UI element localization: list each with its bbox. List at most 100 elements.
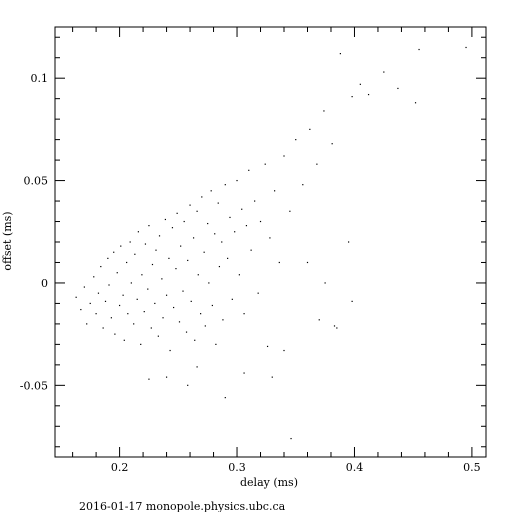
y-tick-label: 0 bbox=[41, 277, 48, 290]
data-point bbox=[318, 319, 320, 321]
data-point bbox=[259, 220, 262, 223]
data-point bbox=[122, 294, 124, 296]
data-point bbox=[107, 257, 109, 259]
data-point bbox=[229, 216, 231, 219]
data-point bbox=[227, 257, 229, 259]
data-point bbox=[333, 325, 336, 327]
data-point bbox=[80, 308, 82, 311]
data-point bbox=[75, 296, 77, 298]
data-point bbox=[231, 298, 233, 300]
data-point bbox=[133, 323, 135, 325]
data-point bbox=[309, 128, 311, 130]
data-point bbox=[137, 231, 139, 233]
x-tick-label: 0.3 bbox=[228, 461, 246, 474]
data-point bbox=[189, 204, 191, 206]
data-point bbox=[306, 261, 309, 264]
x-tick-label: 0.5 bbox=[463, 461, 481, 474]
data-point bbox=[118, 304, 121, 307]
data-point bbox=[289, 210, 291, 212]
data-point bbox=[283, 155, 285, 157]
data-point bbox=[397, 87, 399, 90]
data-point bbox=[161, 278, 163, 280]
data-point bbox=[316, 163, 318, 165]
data-point bbox=[274, 190, 276, 192]
data-point bbox=[238, 274, 240, 276]
data-point bbox=[157, 335, 159, 337]
data-point bbox=[257, 292, 259, 294]
data-point bbox=[116, 272, 118, 274]
data-point bbox=[173, 306, 175, 309]
data-point bbox=[218, 265, 221, 268]
data-point bbox=[147, 288, 149, 290]
data-point bbox=[150, 327, 152, 329]
data-point bbox=[192, 237, 195, 239]
data-point bbox=[351, 300, 353, 302]
x-axis-label: delay (ms) bbox=[240, 476, 298, 489]
data-point bbox=[241, 208, 243, 210]
data-point bbox=[217, 202, 219, 204]
data-point bbox=[215, 343, 217, 345]
data-point bbox=[187, 384, 189, 386]
y-tick-label: -0.05 bbox=[20, 379, 48, 392]
data-point bbox=[155, 249, 157, 251]
data-point bbox=[196, 366, 198, 368]
data-point bbox=[278, 261, 280, 264]
data-point bbox=[154, 302, 156, 305]
data-point bbox=[120, 245, 122, 247]
data-point bbox=[148, 378, 150, 380]
data-point bbox=[165, 376, 168, 378]
data-point bbox=[164, 218, 166, 221]
data-point bbox=[148, 225, 150, 227]
data-point bbox=[383, 71, 385, 73]
data-point bbox=[222, 319, 224, 321]
data-point bbox=[465, 46, 467, 49]
data-point bbox=[134, 253, 136, 255]
data-point bbox=[162, 317, 164, 319]
data-point bbox=[200, 313, 202, 315]
data-point bbox=[86, 323, 88, 325]
data-point bbox=[102, 327, 104, 329]
data-point bbox=[143, 311, 145, 313]
data-point bbox=[351, 96, 353, 98]
data-point bbox=[264, 163, 266, 165]
data-point bbox=[178, 321, 181, 323]
data-point bbox=[236, 179, 238, 182]
data-point bbox=[245, 225, 248, 227]
data-point bbox=[323, 110, 325, 112]
data-point bbox=[271, 376, 273, 378]
data-point bbox=[250, 249, 252, 251]
data-point bbox=[83, 286, 85, 288]
data-point bbox=[201, 196, 203, 198]
data-point bbox=[336, 327, 338, 329]
data-point bbox=[348, 241, 350, 243]
data-point bbox=[123, 339, 125, 341]
data-point bbox=[110, 317, 112, 319]
data-point bbox=[130, 282, 132, 284]
data-point bbox=[168, 257, 170, 259]
tick-labels-layer: 0.2 0.3 0.4 0.5 0.1 0.05 0 -0.05 bbox=[20, 72, 481, 474]
y-tick-label: 0.05 bbox=[24, 175, 49, 188]
ticks-layer bbox=[55, 27, 486, 457]
data-point bbox=[136, 298, 138, 300]
data-point bbox=[95, 313, 97, 315]
data-point bbox=[214, 233, 216, 235]
data-point bbox=[234, 231, 236, 233]
data-point bbox=[126, 261, 128, 264]
data-point bbox=[108, 284, 110, 286]
data-point bbox=[196, 210, 198, 212]
data-point bbox=[254, 200, 256, 202]
data-point bbox=[151, 263, 154, 266]
data-point bbox=[127, 313, 129, 315]
footer-text: 2016-01-17 monopole.physics.ubc.ca bbox=[79, 500, 286, 512]
data-point bbox=[171, 227, 174, 229]
data-point bbox=[190, 300, 192, 302]
data-point bbox=[248, 169, 250, 171]
data-point bbox=[211, 304, 213, 307]
data-point bbox=[144, 243, 147, 245]
data-point bbox=[129, 241, 131, 243]
data-point bbox=[113, 251, 115, 253]
data-point bbox=[100, 265, 102, 268]
data-point bbox=[165, 294, 168, 296]
data-point bbox=[210, 190, 212, 192]
